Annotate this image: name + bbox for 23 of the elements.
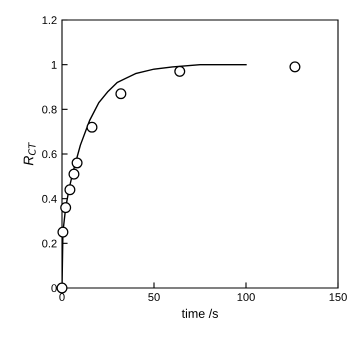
point (115, 88, 126, 100)
y-tick-label: 0 (51, 284, 57, 292)
point (64, 184, 76, 196)
x-axis-title: time /s (182, 308, 218, 318)
point (289, 61, 300, 72)
y-axis-title: R$_{CT}$ (24, 142, 36, 166)
point (174, 66, 186, 77)
x-tick-label: 0 (59, 293, 65, 302)
y-tick-label: 0.6 (42, 150, 57, 158)
point (68, 168, 80, 180)
x-tick-label: 50 (148, 293, 160, 302)
point (60, 202, 72, 214)
point (72, 157, 83, 168)
point (57, 226, 68, 238)
y-tick-label: 1 (52, 61, 57, 69)
y-tick-label: 1.2 (42, 16, 57, 24)
point (86, 122, 98, 133)
y-tick-label: 0.8 (42, 106, 57, 114)
x-tick-label: 100 (238, 293, 255, 302)
y-tick-label: 0.2 (42, 240, 57, 248)
y-tick-label: 0.4 (42, 194, 57, 203)
x-tick-label: 150 (330, 293, 347, 302)
point (56, 282, 68, 294)
